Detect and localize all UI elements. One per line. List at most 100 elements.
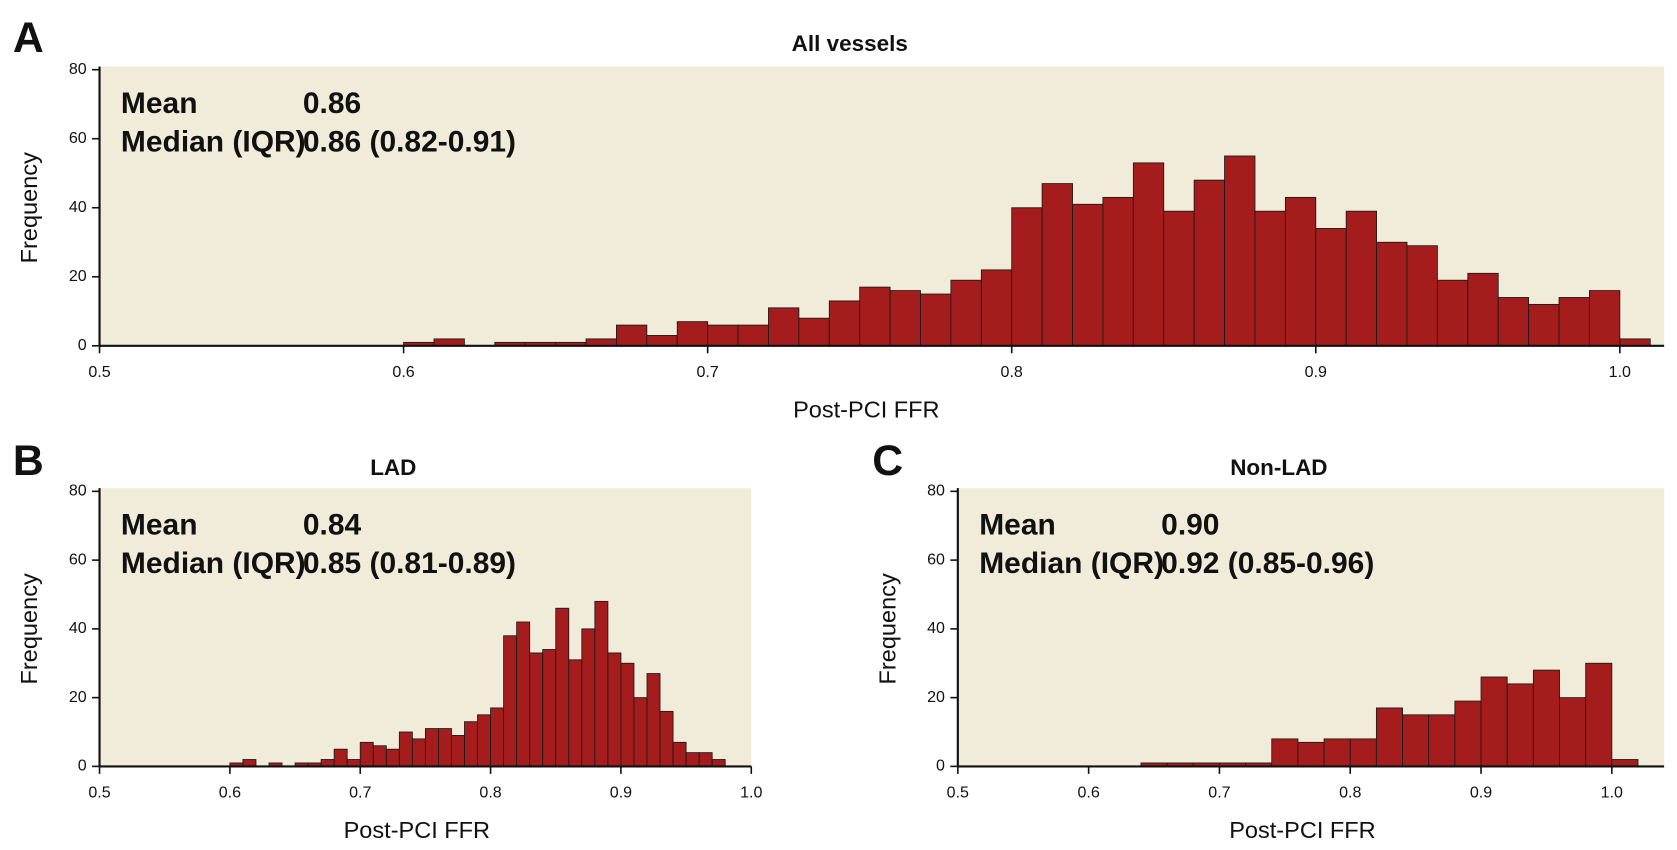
stat-label: Mean <box>121 87 198 120</box>
x-tick-label: 0.7 <box>1208 783 1230 801</box>
panel-letter: A <box>13 14 44 62</box>
panel: 0.5 0.6 0.7 0.8 0.9 1.0 0 20 40 60 80 Post-PCI FFR F… <box>13 437 763 843</box>
bar <box>1224 155 1256 347</box>
bar <box>359 741 374 767</box>
bar <box>464 721 478 767</box>
bar <box>542 649 557 767</box>
bar <box>1428 714 1456 767</box>
bar <box>768 307 800 347</box>
chart-title: All vessels <box>792 31 908 56</box>
x-tick-label: 0.8 <box>1339 783 1361 801</box>
x-tick-label: 0.6 <box>219 783 241 801</box>
bar <box>685 752 700 767</box>
bar <box>1376 241 1408 347</box>
y-tick-label: 40 <box>69 198 87 216</box>
x-tick-label: 0.9 <box>610 783 632 801</box>
y-tick-label: 80 <box>927 482 945 500</box>
x-tick-label: 0.8 <box>479 783 501 801</box>
bar <box>581 628 596 767</box>
bar <box>451 735 465 767</box>
bar <box>646 673 661 767</box>
bar <box>1315 228 1347 347</box>
bar <box>1559 697 1587 767</box>
x-tick-label: 0.7 <box>349 783 371 801</box>
stat-value: 0.86 (0.82-0.91) <box>303 125 516 158</box>
bar <box>438 728 452 767</box>
bar <box>424 728 439 767</box>
panel: 0.5 0.6 0.7 0.8 0.9 1.0 0 20 40 60 80 Post-PCI FFR F… <box>13 14 1665 422</box>
stat-label: Median (IQR) <box>979 547 1164 580</box>
panel: 0.5 0.6 0.7 0.8 0.9 1.0 0 20 40 60 80 Post-PCI FFR F… <box>872 437 1665 843</box>
bar <box>1254 210 1286 347</box>
bar <box>980 269 1013 347</box>
bar <box>1480 676 1508 767</box>
bar <box>1436 279 1469 347</box>
bar <box>1375 707 1403 767</box>
bar <box>798 317 830 347</box>
x-tick-label: 0.6 <box>1077 783 1099 801</box>
bar <box>698 752 713 767</box>
y-tick-label: 20 <box>69 267 87 285</box>
bar <box>1402 714 1430 767</box>
bar <box>1467 272 1499 347</box>
x-tick-label: 0.7 <box>696 363 718 381</box>
x-tick-label: 1.0 <box>1609 363 1631 381</box>
bar <box>516 621 531 767</box>
stat-value: 0.85 (0.81-0.89) <box>303 547 516 580</box>
bar <box>1072 203 1104 347</box>
bar <box>1297 741 1325 767</box>
bar <box>1585 662 1613 767</box>
bar <box>385 748 400 767</box>
bar <box>1589 290 1621 347</box>
y-tick-label: 0 <box>78 336 87 354</box>
bar <box>1406 245 1438 347</box>
bar <box>490 707 505 767</box>
y-tick-label: 80 <box>69 60 87 78</box>
y-axis-label: Frequency <box>875 573 901 684</box>
bar <box>620 662 635 767</box>
stat-label: Median (IQR) <box>121 547 306 580</box>
bar <box>477 714 492 767</box>
stat-value: 0.92 (0.85-0.96) <box>1161 547 1374 580</box>
bar <box>1506 683 1534 767</box>
y-tick-label: 60 <box>927 550 945 568</box>
bar <box>503 635 518 767</box>
bar <box>594 600 609 767</box>
x-axis-label: Post-PCI FFR <box>1229 817 1375 843</box>
y-tick-label: 60 <box>69 129 87 147</box>
panel-letter: C <box>872 437 903 485</box>
bar <box>1011 207 1043 347</box>
panel-letter: B <box>13 437 44 485</box>
x-tick-label: 1.0 <box>740 783 762 801</box>
chart-title: Non-LAD <box>1230 455 1327 480</box>
bar <box>646 335 678 347</box>
stat-value: 0.90 <box>1161 509 1219 542</box>
x-tick-label: 0.9 <box>1470 783 1492 801</box>
bar <box>529 652 544 767</box>
stat-label: Median (IQR) <box>121 125 306 158</box>
stat-value: 0.86 <box>303 87 361 120</box>
bar <box>555 607 570 767</box>
x-tick-label: 1.0 <box>1601 783 1623 801</box>
x-tick-label: 0.5 <box>947 783 969 801</box>
stat-label: Mean <box>121 509 198 542</box>
bar <box>1497 297 1530 347</box>
chart-title: LAD <box>370 455 416 480</box>
bar <box>633 697 648 767</box>
x-tick-label: 0.8 <box>1001 363 1023 381</box>
bar <box>411 738 426 767</box>
bar <box>333 748 348 767</box>
bar <box>1132 162 1165 347</box>
bar <box>568 659 583 767</box>
y-tick-label: 20 <box>69 688 87 706</box>
x-axis-label: Post-PCI FFR <box>344 817 490 843</box>
bar <box>950 279 982 347</box>
bar <box>1345 210 1378 347</box>
bar <box>1349 738 1377 767</box>
bar <box>1558 297 1590 347</box>
x-tick-label: 0.5 <box>88 363 110 381</box>
bar <box>1454 700 1482 767</box>
x-tick-label: 0.6 <box>392 363 414 381</box>
bar <box>737 324 769 347</box>
